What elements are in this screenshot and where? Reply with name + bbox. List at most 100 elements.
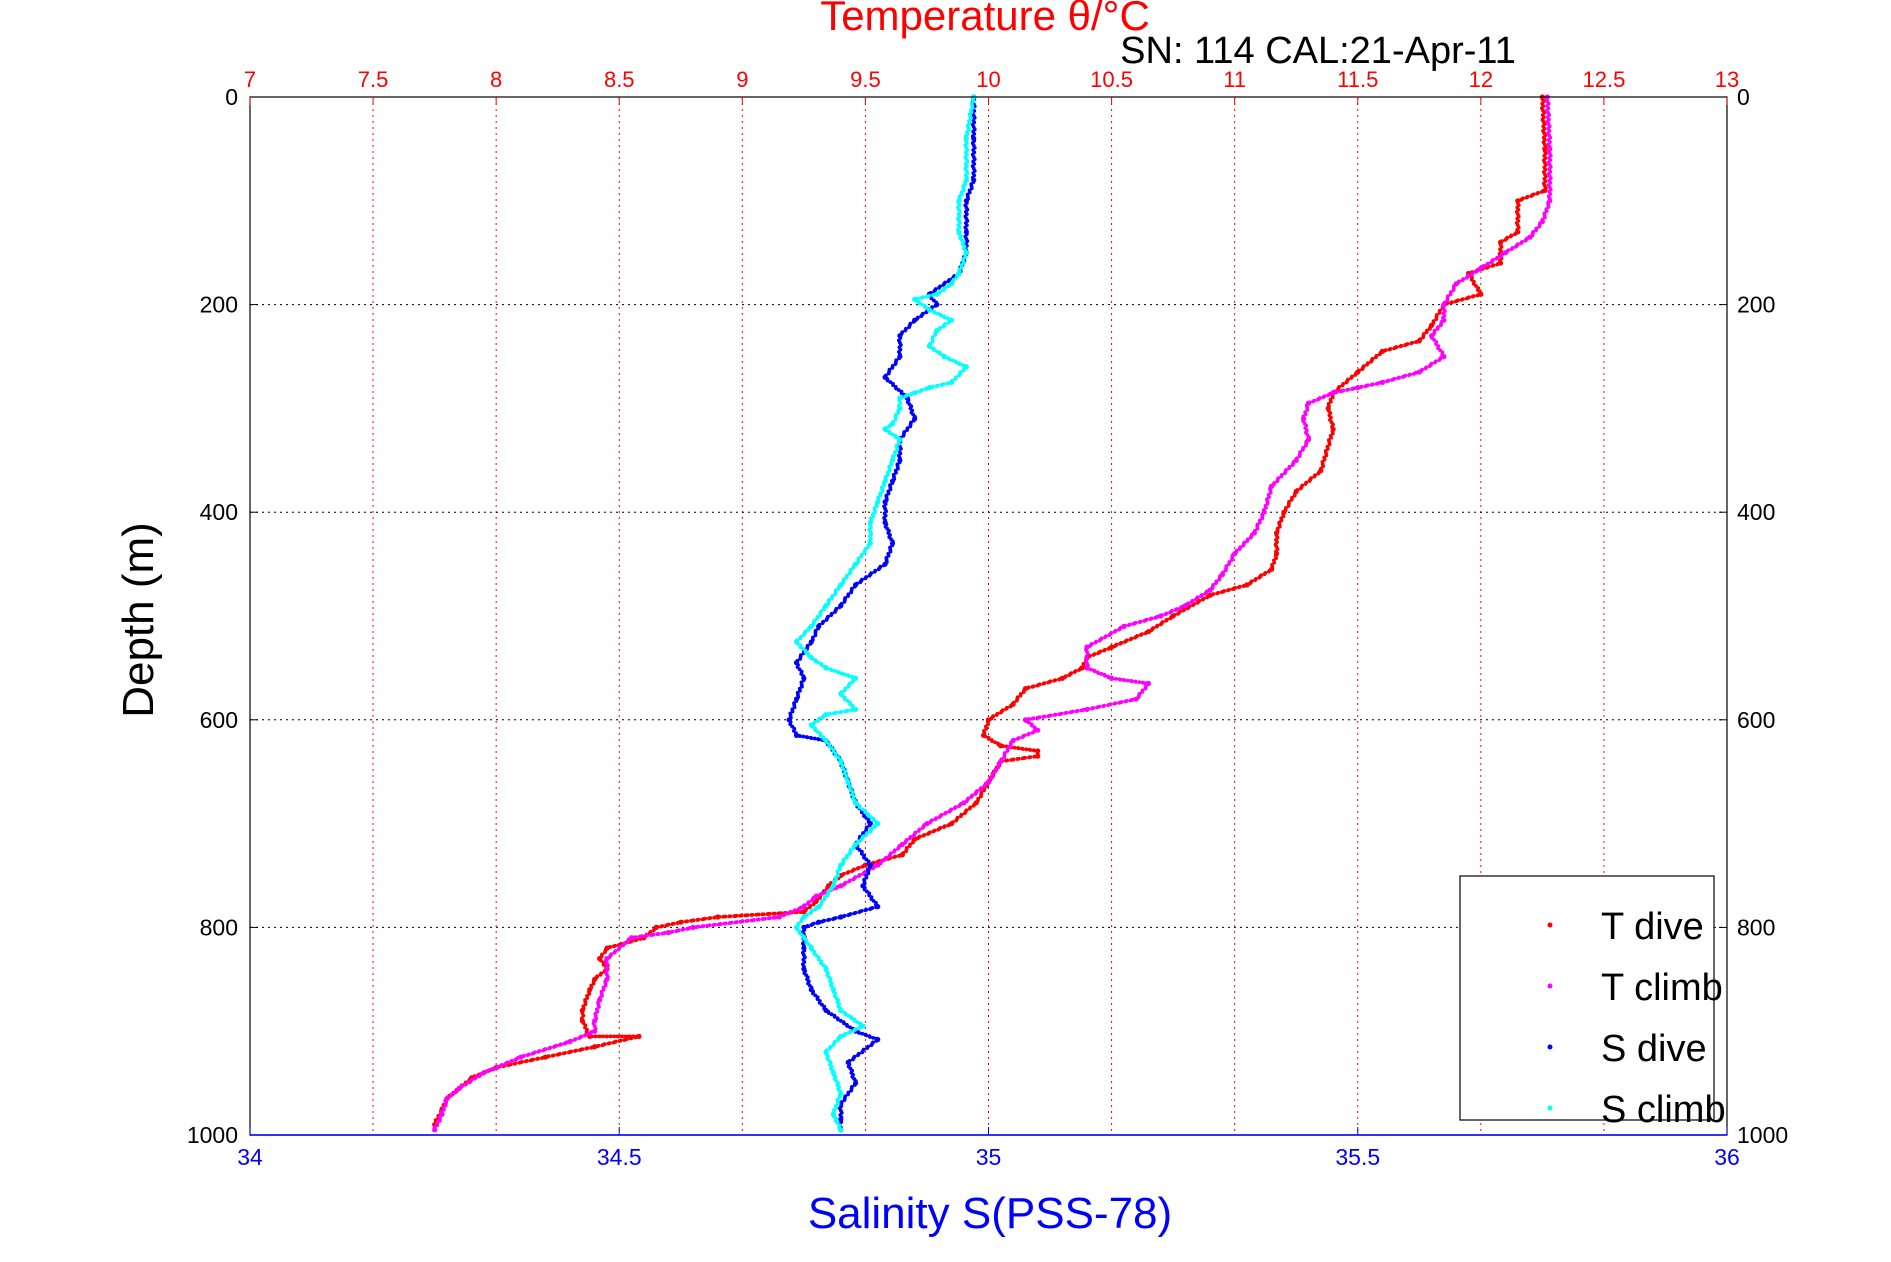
trace-dot (796, 907, 801, 912)
trace-dot (1203, 591, 1208, 596)
trace-dot (911, 833, 916, 838)
trace-dot (689, 919, 693, 923)
trace-dot (862, 550, 867, 555)
trace-dot (1514, 244, 1518, 249)
legend-marker (1547, 922, 1553, 928)
trace-dot (1513, 232, 1517, 237)
trace-dot (937, 285, 942, 290)
trace-dot (815, 921, 819, 925)
trace-dot (1350, 387, 1354, 391)
trace-dot (594, 1034, 598, 1039)
trace-dot (1181, 608, 1186, 613)
trace-dot (577, 1036, 582, 1041)
trace-dot (843, 709, 848, 714)
trace-dot (620, 1034, 625, 1039)
trace-dot (941, 288, 946, 293)
trace-dot (1303, 482, 1308, 486)
trace-dot (957, 804, 961, 809)
trace-dot (1230, 558, 1234, 562)
trace-dot (1097, 638, 1102, 643)
chart-subtitle: SN: 114 CAL:21-Apr-11 (1120, 30, 1516, 72)
trace-dot (655, 932, 660, 937)
trace-dot (1137, 620, 1142, 625)
trace-dot (1195, 600, 1200, 605)
trace-dot (1125, 678, 1130, 683)
trace-dot (833, 610, 837, 614)
trace-dot (1503, 238, 1508, 242)
trace-dot (867, 823, 872, 828)
trace-dot (1030, 684, 1035, 689)
trace-dot (1012, 745, 1017, 750)
trace-dot (946, 284, 951, 289)
trace-dot (850, 1057, 855, 1062)
trace-dot (957, 362, 962, 366)
trace-dot (766, 916, 771, 921)
trace-dot (622, 1038, 627, 1042)
trace-dot (904, 849, 908, 854)
trace-dot (1114, 677, 1119, 681)
bottom-tick-label: 36 (1714, 1144, 1740, 1170)
trace-dot (1092, 669, 1097, 674)
trace-dot (860, 864, 865, 869)
trace-dot (798, 734, 802, 739)
trace-dot (1316, 471, 1321, 476)
trace-dot (1387, 347, 1392, 352)
trace-dot (1141, 680, 1146, 685)
trace-dot (1072, 670, 1077, 674)
trace-dot (597, 1034, 602, 1039)
trace-dot (941, 324, 946, 329)
top-tick-label: 12 (1469, 67, 1493, 92)
trace-dot (933, 817, 938, 822)
trace-dot (578, 1048, 582, 1052)
trace-dot (850, 679, 855, 684)
trace-dot (946, 279, 951, 284)
trace-dot (1205, 595, 1210, 600)
trace-dot (1279, 474, 1284, 479)
trace-dot (1096, 651, 1101, 656)
trace-dot (1027, 755, 1031, 760)
trace-dot (1227, 562, 1231, 566)
trace-dot (1275, 479, 1280, 484)
trace-dot (851, 877, 856, 882)
trace-dot (1126, 623, 1131, 628)
trace-dot (901, 433, 906, 438)
trace-dot (833, 592, 837, 597)
trace-dot (776, 911, 781, 916)
trace-dot (847, 879, 851, 884)
trace-dot (860, 1031, 865, 1036)
right-tick-label: 400 (1737, 499, 1775, 525)
trace-dot (858, 580, 863, 585)
trace-dot (933, 303, 938, 308)
trace-dot (863, 908, 868, 913)
trace-dot (664, 923, 669, 928)
top-tick-label: 13 (1715, 67, 1739, 92)
trace-dot (1484, 266, 1489, 270)
data-point (1133, 696, 1139, 702)
trace-dot (1401, 375, 1405, 379)
trace-dot (1529, 194, 1534, 198)
trace-dot (1168, 616, 1173, 621)
trace-dot (1091, 653, 1096, 657)
trace-dot (572, 1037, 577, 1042)
trace-dot (809, 736, 814, 741)
trace-dot (621, 943, 626, 948)
trace-dot (781, 913, 786, 918)
trace-dot (1344, 380, 1349, 385)
trace-dot (1286, 504, 1291, 508)
trace-dot (649, 933, 653, 938)
trace-dot (1110, 676, 1115, 681)
trace-dot (1464, 296, 1469, 301)
trace-dot (700, 924, 705, 929)
trace-dot (863, 576, 868, 581)
trace-dot (523, 1059, 528, 1064)
trace-dot (978, 787, 983, 792)
trace-dot (1494, 256, 1499, 261)
trace-dot (816, 737, 821, 742)
trace-dot (603, 950, 607, 955)
trace-dot (1392, 346, 1397, 351)
right-tick-label: 200 (1737, 292, 1775, 318)
trace-dot (861, 871, 866, 876)
top-tick-label: 12.5 (1583, 67, 1626, 92)
trace-dot (513, 1057, 518, 1062)
